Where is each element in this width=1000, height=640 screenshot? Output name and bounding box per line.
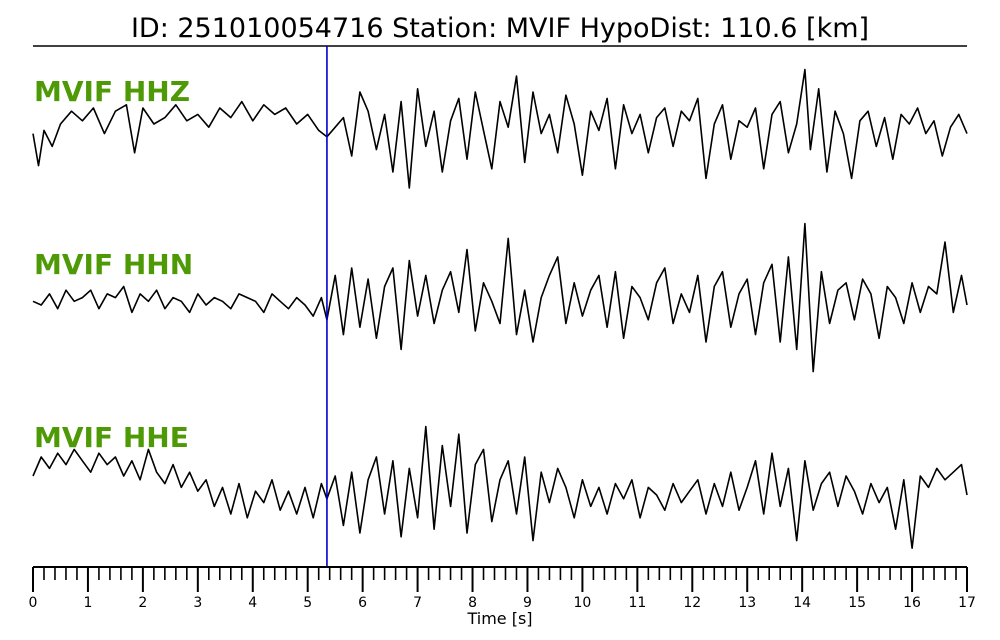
x-tick-label: 13 <box>738 595 756 611</box>
trace-label-mvif-hhz: MVIF HHZ <box>34 75 190 108</box>
x-tick-label: 8 <box>468 595 477 611</box>
x-tick-label: 3 <box>193 595 202 611</box>
x-tick-label: 7 <box>413 595 422 611</box>
x-tick-label: 11 <box>628 595 646 611</box>
x-tick-label: 4 <box>248 595 257 611</box>
x-tick-label: 5 <box>303 595 312 611</box>
x-tick-label: 1 <box>83 595 92 611</box>
x-tick-label: 2 <box>138 595 147 611</box>
trace-mvif-hhz <box>32 68 968 189</box>
x-tick-label: 15 <box>848 595 866 611</box>
trace-group <box>32 68 968 550</box>
x-tick-label: 0 <box>29 595 38 611</box>
x-tick-label: 10 <box>573 595 591 611</box>
x-tick-label: 16 <box>903 595 921 611</box>
x-axis-tick-labels: 0 1 2 3 4 5 6 7 8 9 10 11 12 13 14 15 16 17 <box>29 595 976 611</box>
x-tick-label: 14 <box>793 595 811 611</box>
x-tick-label: 12 <box>683 595 701 611</box>
x-tick-label: 6 <box>358 595 367 611</box>
x-tick-label: 17 <box>958 595 976 611</box>
trace-label-mvif-hhe: MVIF HHE <box>34 421 189 454</box>
trace-label-mvif-hhn: MVIF HHN <box>34 248 193 281</box>
figure-title: ID: 251010054716 Station: MVIF HypoDist:… <box>131 13 869 44</box>
trace-mvif-hhn <box>32 222 968 373</box>
trace-mvif-hhe <box>32 425 968 550</box>
x-axis-label: Time [s] <box>466 609 532 628</box>
x-axis-ticks <box>32 567 968 592</box>
x-tick-label: 9 <box>523 595 532 611</box>
trace-label-group: MVIF HHZ MVIF HHN MVIF HHE <box>34 75 193 454</box>
